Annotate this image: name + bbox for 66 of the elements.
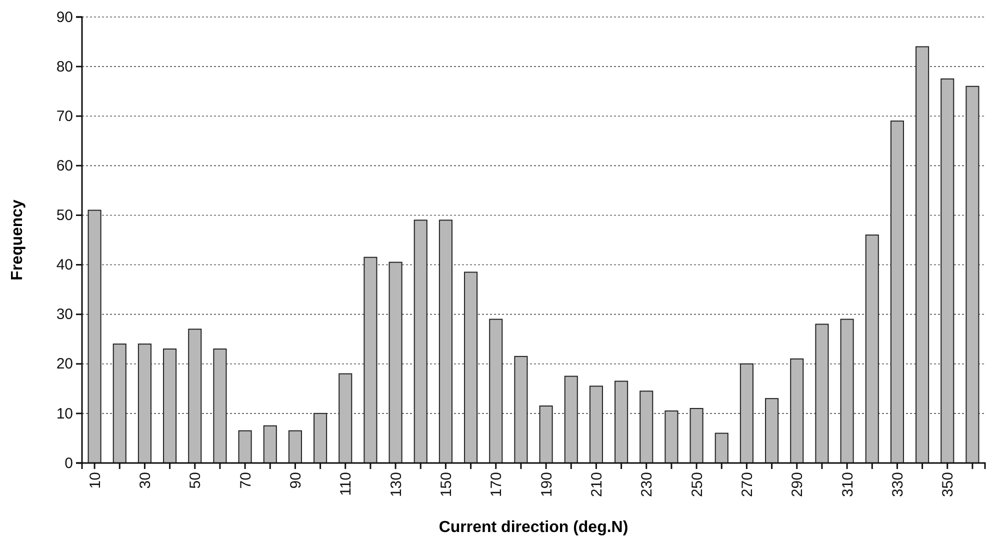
y-tick-label: 10 [56,405,73,422]
bar [88,210,102,464]
bar [138,344,152,464]
y-tick-label: 90 [56,8,73,26]
x-tick-label: 330 [889,472,906,498]
bar [388,262,402,464]
x-tick-label: 310 [839,472,856,498]
y-tick-label: 70 [56,108,73,125]
bar [314,412,328,464]
bar [364,256,378,464]
x-tick-label: 50 [187,472,204,489]
bar [865,234,879,464]
y-tick-label: 80 [56,58,73,76]
y-axis-title: Frequency [9,199,26,280]
y-tick-label: 60 [56,157,73,174]
bar [188,328,202,464]
x-tick-label: 110 [338,472,355,496]
x-tick-label: 170 [488,472,506,498]
bar [414,220,428,464]
x-tick-label: 150 [438,472,455,498]
x-tick-label: 10 [86,472,104,489]
y-tick-label: 30 [56,306,73,324]
x-tick-label: 270 [738,472,756,498]
bar [338,373,352,464]
y-tick-label: 50 [56,207,73,224]
bar [238,430,252,464]
bar [740,363,754,464]
x-tick-label: 250 [688,472,706,498]
bar [815,324,829,464]
x-axis-title: Current direction (deg.N) [438,519,628,536]
bar [213,348,227,464]
x-tick-label: 210 [588,472,606,498]
bar [940,78,954,464]
bar [765,398,779,464]
bar [489,318,503,464]
bar [890,120,904,464]
bar [163,348,177,464]
bar [438,220,452,464]
x-tick-label: 290 [789,472,806,498]
bar [966,86,980,464]
x-tick-label: 230 [638,472,656,498]
bar [840,318,854,464]
y-tick-label: 40 [56,256,73,274]
y-tick-label: 20 [56,356,73,373]
bar [288,430,302,464]
x-tick-label: 350 [940,472,957,498]
bar [640,390,654,464]
x-tick-label: 90 [287,472,304,489]
bar [112,344,126,464]
bar [714,432,728,464]
x-tick-label: 130 [388,472,405,498]
bar [790,358,804,464]
bar [539,406,553,464]
bar [589,386,603,464]
x-tick-label: 70 [237,472,254,489]
y-tick-label: 0 [64,454,73,472]
bar [664,410,678,464]
bar [690,408,704,464]
bar [464,272,478,464]
bar [916,46,930,464]
x-tick-label: 30 [136,472,154,489]
bar [514,356,528,464]
bar [263,425,277,464]
x-tick-label: 190 [538,472,556,498]
bar [564,376,578,464]
bar [614,380,628,464]
